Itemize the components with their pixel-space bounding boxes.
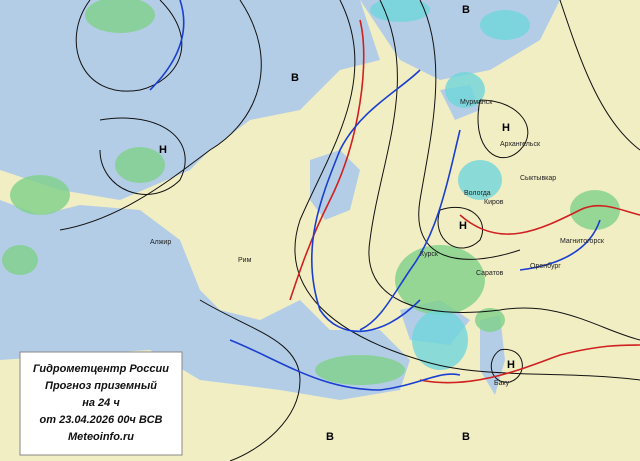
city-label: Рим xyxy=(238,257,252,264)
precip-area xyxy=(480,10,530,40)
isobar xyxy=(477,99,529,159)
precip-area xyxy=(412,310,468,370)
isobar xyxy=(199,299,301,461)
low-center: Н xyxy=(507,359,515,371)
info-box-frame xyxy=(19,351,183,456)
warm-front xyxy=(459,204,640,235)
isobar xyxy=(99,117,186,195)
city-label: Архангельск xyxy=(500,141,541,148)
city-label: Оренбург xyxy=(530,262,561,270)
isobar xyxy=(418,0,521,260)
isobar xyxy=(559,0,640,151)
isobar xyxy=(59,0,262,231)
precip-area xyxy=(458,160,502,200)
isobars xyxy=(59,0,640,461)
isobar xyxy=(368,0,640,341)
info-line: Meteoinfo.ru xyxy=(68,431,134,443)
cities: Мурманск Архангельск Вологда Сыктывкар К… xyxy=(150,99,605,387)
cold-front xyxy=(310,69,421,333)
city-label: Алжир xyxy=(150,239,171,246)
low-center: Н xyxy=(502,122,510,134)
isobar xyxy=(294,0,640,381)
fronts xyxy=(149,0,640,391)
city-label: Магнитогорск xyxy=(560,238,605,245)
info-line: на 24 ч xyxy=(82,397,120,409)
precip-area xyxy=(395,245,485,315)
baltic-sea xyxy=(310,150,360,220)
info-line: Прогноз приземный xyxy=(45,380,157,392)
precip-area xyxy=(570,190,620,230)
cold-front xyxy=(229,339,461,391)
precip-area xyxy=(85,0,155,33)
city-label: Курск xyxy=(420,251,439,258)
cold-front xyxy=(149,0,185,91)
atlantic-mediterranean xyxy=(0,200,410,400)
atlantic-arctic xyxy=(0,0,380,200)
precip-area xyxy=(370,0,430,22)
cold-front xyxy=(519,219,601,271)
city-label: Баку xyxy=(494,380,510,387)
pressure-centers: Н Н Н Н В В В В xyxy=(159,4,515,443)
city-label: Сыктывкар xyxy=(520,175,556,182)
high-center: В xyxy=(326,431,334,443)
city-label: Киров xyxy=(484,199,504,206)
precipitation xyxy=(2,0,620,385)
city-label: Мурманск xyxy=(460,99,493,106)
cold-front xyxy=(359,129,461,331)
high-center: В xyxy=(291,72,299,84)
high-center: В xyxy=(462,4,470,16)
low-center: Н xyxy=(159,144,167,156)
info-line: от 23.04.2026 00ч ВСВ xyxy=(40,414,163,426)
precip-area xyxy=(475,308,505,332)
precip-area xyxy=(115,147,165,183)
precip-area xyxy=(445,72,485,108)
high-center: В xyxy=(462,431,470,443)
isobar xyxy=(437,206,484,249)
city-label: Саратов xyxy=(476,270,504,277)
heavy-precipitation xyxy=(370,0,530,370)
isobar xyxy=(490,349,523,383)
info-box: Гидрометцентр России Прогноз приземный н… xyxy=(19,351,183,456)
city-label: Вологда xyxy=(464,190,491,197)
warm-front xyxy=(289,19,365,301)
info-line: Гидрометцентр России xyxy=(33,363,169,375)
precip-area xyxy=(10,175,70,215)
precip-area xyxy=(2,245,38,275)
warm-front xyxy=(419,344,640,384)
precip-area xyxy=(315,355,405,385)
low-center: Н xyxy=(459,220,467,232)
